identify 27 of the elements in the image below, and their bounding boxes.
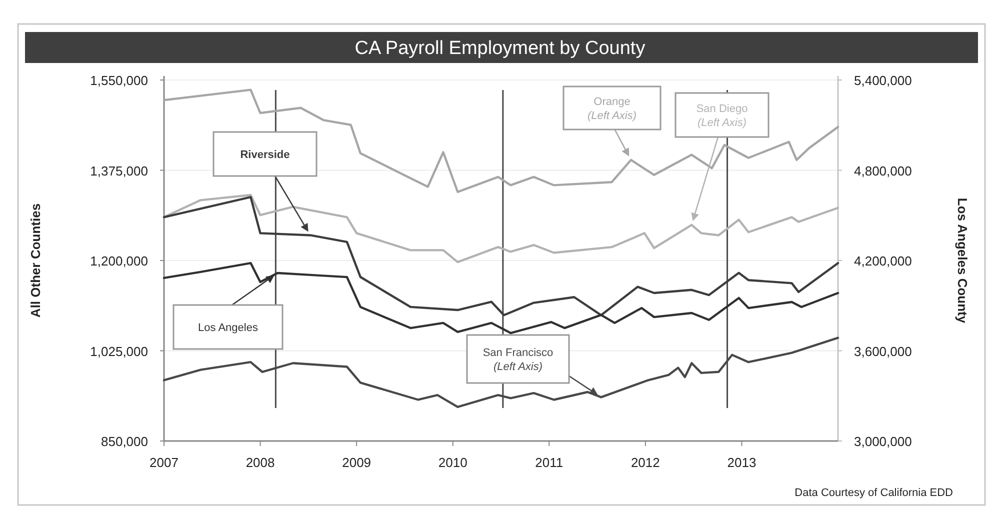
y2-tick-label: 4,800,000: [854, 163, 912, 178]
x-tick-label: 2013: [727, 455, 756, 470]
y2-tick-label: 5,400,000: [854, 73, 912, 88]
y-tick-label: 850,000: [101, 434, 148, 449]
y2-tick-label: 4,200,000: [854, 254, 912, 268]
y2-tick-label: 3,000,000: [854, 434, 912, 449]
y-tick-label: 1,200,000: [90, 254, 148, 268]
x-tick-label: 2009: [342, 455, 372, 470]
y-tick-label: 1,550,000: [90, 73, 148, 88]
y2-tick-label: 3,600,000: [854, 344, 912, 359]
text: Orange (Left Axis): [587, 96, 637, 122]
x-tick-label: 2008: [246, 455, 275, 470]
x-tick-label: 2010: [438, 455, 468, 470]
text: Data Courtesy of California EDD: [794, 487, 954, 499]
y2-axis-title: Los Angeles County: [955, 198, 970, 324]
x-tick-label: 2007: [150, 455, 178, 470]
text: Los Angeles: [198, 322, 258, 334]
y-axis-title: All Other Counties: [28, 203, 43, 318]
text: San Diego (Left Axis): [696, 103, 748, 129]
line-series: [162, 88, 840, 194]
chart-title: CA Payroll Employment by County: [354, 38, 646, 59]
text: Riverside: [240, 149, 290, 161]
y-tick-label: 1,375,000: [90, 163, 148, 178]
text: San Francisco (Left Axis): [482, 347, 554, 373]
y-tick-label: 1,025,000: [90, 344, 148, 359]
x-tick-label: 2012: [630, 455, 660, 470]
x-tick-label: 2011: [535, 455, 564, 470]
